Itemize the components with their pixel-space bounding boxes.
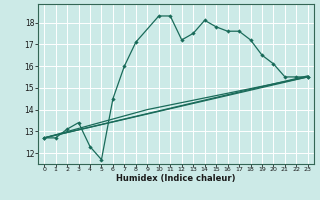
X-axis label: Humidex (Indice chaleur): Humidex (Indice chaleur) <box>116 174 236 183</box>
